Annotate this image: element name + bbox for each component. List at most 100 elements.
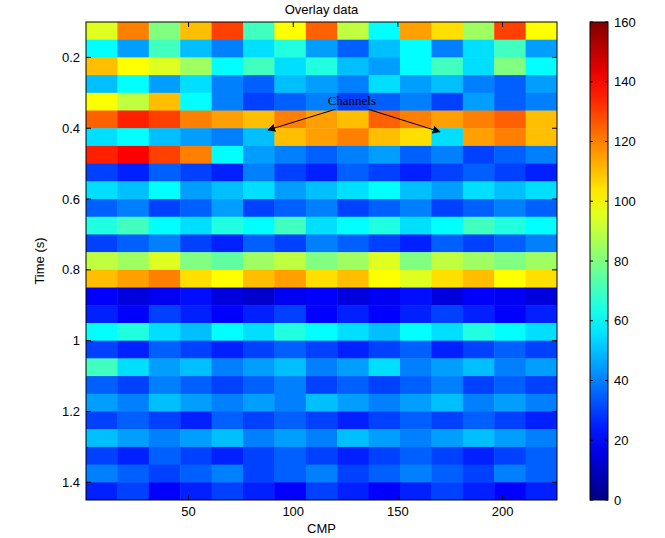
cell [369,411,401,429]
cell [117,411,149,429]
y-tick-label: 0.2 [62,50,80,65]
cell [212,128,244,146]
cell [463,93,495,111]
cell [337,111,369,129]
cell [243,111,275,129]
cell [337,22,369,40]
colorbar-tick-label: 100 [614,194,636,209]
cell [400,411,432,429]
y-tick-label: 0.6 [62,192,80,207]
y-tick-label: 1.2 [62,404,80,419]
cell [86,181,118,199]
cell [274,199,306,217]
cell [180,128,212,146]
colorbar-tick [605,141,608,142]
cell [212,465,244,483]
cell [431,40,463,58]
y-tick [86,269,91,270]
cell [431,199,463,217]
cell [494,128,526,146]
cell [117,217,149,235]
cell [117,57,149,75]
cell [117,252,149,270]
cell [463,288,495,306]
cell [243,341,275,359]
cell [274,376,306,394]
cell [243,411,275,429]
cell [369,146,401,164]
cell [526,217,557,235]
x-tick [293,495,294,500]
cell [369,217,401,235]
cell [337,128,369,146]
cell [149,465,181,483]
cell [306,482,338,500]
colorbar-tick [590,500,593,501]
cell [400,40,432,58]
y-tick-label: 0.4 [62,121,80,136]
cell [243,234,275,252]
cell [400,305,432,323]
colorbar-tick [590,440,593,441]
cell [180,411,212,429]
x-tick [502,495,503,500]
cell [149,288,181,306]
cell [337,394,369,412]
cell [306,358,338,376]
cell [180,323,212,341]
cell [117,40,149,58]
title: Overlay data [285,2,359,17]
cell [369,482,401,500]
cell [494,217,526,235]
y-tick [552,340,557,341]
cell [86,394,118,412]
cell [494,252,526,270]
cell [494,482,526,500]
cell [369,270,401,288]
x-tick [502,22,503,27]
cell [526,57,557,75]
cell [463,394,495,412]
cell [212,146,244,164]
cell [494,75,526,93]
cell [180,111,212,129]
cell [494,305,526,323]
cell [526,358,557,376]
colorbar-tick-label: 20 [614,433,628,448]
cell [431,376,463,394]
cell [369,429,401,447]
cell [337,288,369,306]
cell [400,376,432,394]
cell [306,465,338,483]
cell [526,429,557,447]
cell [306,181,338,199]
cell [149,482,181,500]
cell [212,199,244,217]
cell [149,181,181,199]
cell [274,181,306,199]
cell [400,465,432,483]
colorbar-tick [590,380,593,381]
cell [463,111,495,129]
cell [86,164,118,182]
colorbar-tick [590,141,593,142]
cell [117,234,149,252]
cell [369,128,401,146]
cell [274,57,306,75]
cell [337,305,369,323]
cell [180,465,212,483]
cell [274,40,306,58]
cell [463,57,495,75]
cell [86,270,118,288]
cell [337,40,369,58]
colorbar-tick [590,320,593,321]
cell [526,128,557,146]
cell [400,128,432,146]
cell [149,429,181,447]
cell [369,111,401,129]
cell [463,22,495,40]
cell [86,217,118,235]
cell [212,234,244,252]
x-tick-label: 100 [282,504,304,519]
cell [526,305,557,323]
